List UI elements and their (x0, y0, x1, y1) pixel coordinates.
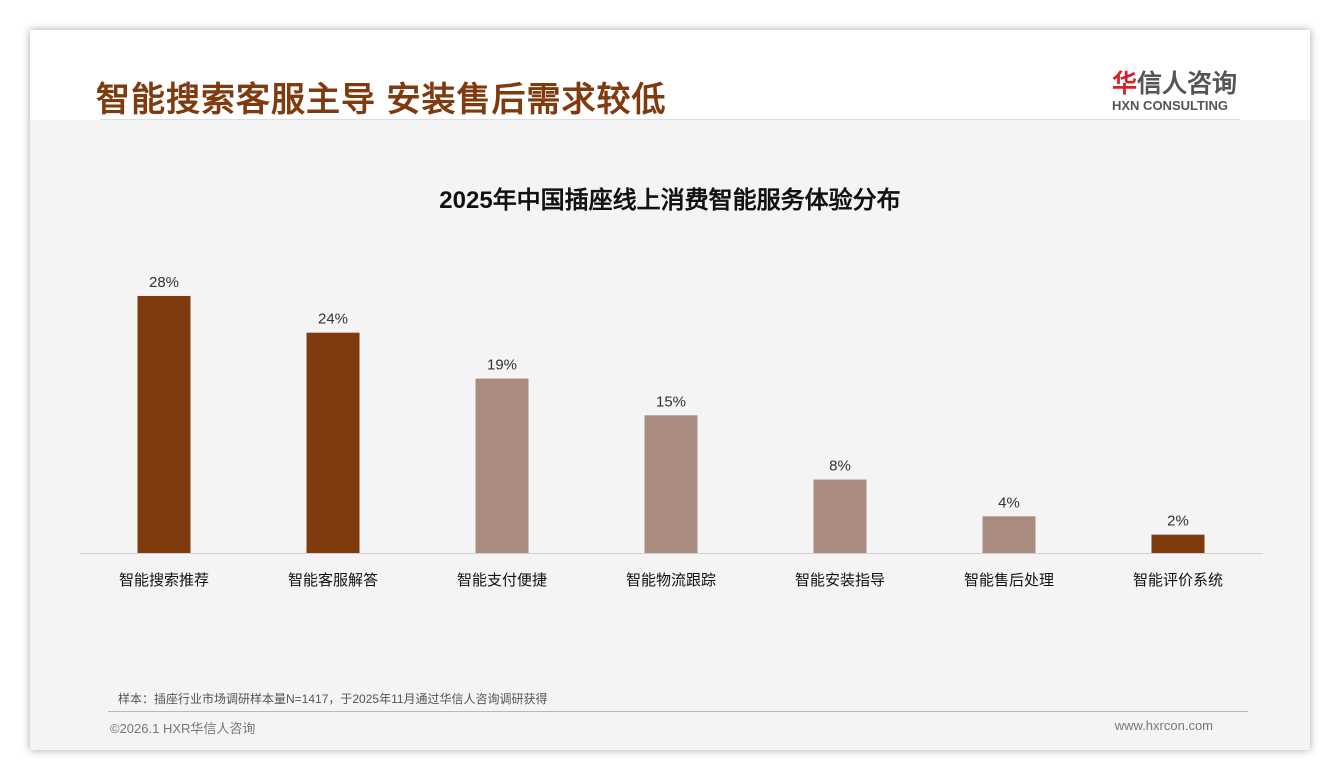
category-label: 智能安装指导 (795, 571, 885, 589)
data-label: 28% (149, 274, 179, 291)
category-label: 智能搜索推荐 (119, 571, 209, 589)
data-label: 19% (487, 357, 517, 374)
logo-cn: 信人咨询 (1137, 70, 1238, 98)
chart-title: 2025年中国插座线上消费智能服务体验分布 (439, 187, 901, 214)
logo-red-char: 华 (1112, 70, 1138, 98)
bar (137, 295, 191, 553)
logo: 华信人咨询 HXN CONSULTING (1112, 64, 1237, 113)
bar-chart: 28% 智能搜索推荐 24% 智能客服解答 19% 智能支付便捷 15% 智能物流跟踪 8% 智能… (80, 274, 1263, 589)
data-label: 2% (1167, 513, 1189, 530)
data-label: 4% (998, 494, 1020, 511)
data-label: 8% (829, 458, 851, 475)
category-label: 智能物流跟踪 (626, 571, 716, 589)
data-label: 15% (656, 393, 686, 410)
bar (982, 516, 1036, 553)
category-label: 智能客服解答 (288, 571, 378, 589)
bar (306, 332, 360, 553)
category-label: 智能支付便捷 (457, 571, 547, 589)
logo-en: HXN CONSULTING (1112, 98, 1229, 113)
bar (813, 479, 867, 553)
slide: 智能搜索客服主导 安装售后需求较低 华信人咨询 HXN CONSULTING 2… (30, 30, 1310, 750)
category-label: 智能评价系统 (1133, 571, 1223, 589)
header-band (30, 30, 1310, 120)
copyright: ©2026.1 HXR华信人咨询 (110, 721, 256, 736)
page-title: 智能搜索客服主导 安装售后需求较低 (96, 81, 667, 119)
website-url: www.hxrcon.com (1114, 718, 1213, 733)
data-label: 24% (318, 311, 348, 328)
bar (644, 415, 698, 553)
footer-divider (108, 711, 1248, 712)
category-label: 智能售后处理 (964, 571, 1054, 589)
sample-note: 样本：插座行业市场调研样本量N=1417，于2025年11月通过华信人咨询调研获… (118, 692, 548, 706)
bar (475, 378, 529, 553)
header-divider (100, 119, 1240, 120)
bar (1151, 534, 1205, 553)
